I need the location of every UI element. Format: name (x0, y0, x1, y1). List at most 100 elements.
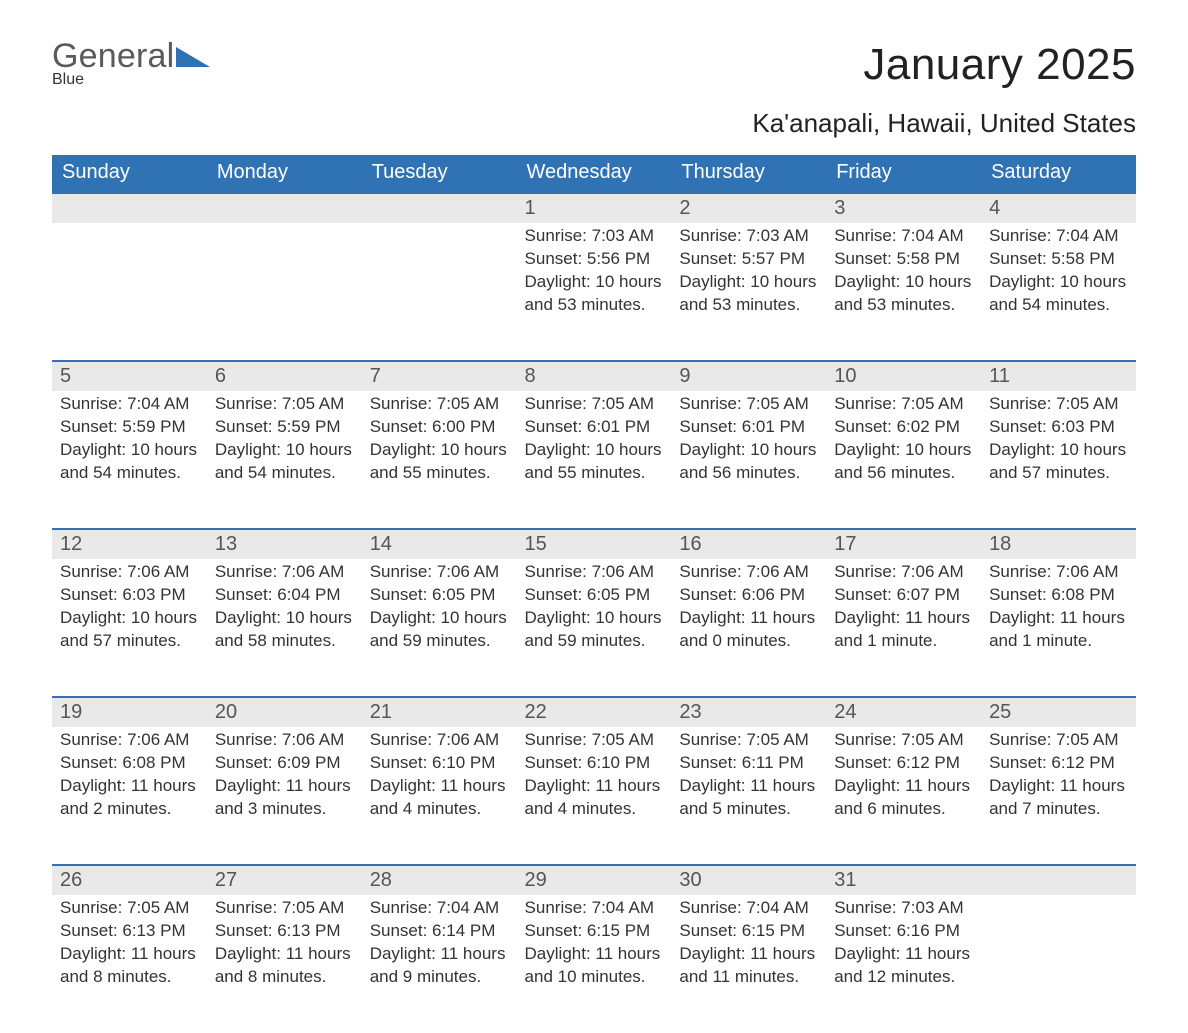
calendar-table: SundayMondayTuesdayWednesdayThursdayFrid… (52, 155, 1136, 1033)
day-data: Sunrise: 7:06 AMSunset: 6:04 PMDaylight:… (207, 559, 362, 667)
day-sr: Sunrise: 7:05 AM (834, 393, 973, 416)
week-number-row: 19202122232425 (52, 697, 1136, 727)
day-data: Sunrise: 7:06 AMSunset: 6:10 PMDaylight:… (362, 727, 517, 835)
day-d1: Daylight: 11 hours (525, 775, 664, 798)
day-ss: Sunset: 5:59 PM (215, 416, 354, 439)
day-ss: Sunset: 6:03 PM (989, 416, 1128, 439)
day-number-cell (362, 193, 517, 223)
day-data-cell: Sunrise: 7:05 AMSunset: 6:11 PMDaylight:… (671, 727, 826, 865)
day-sr: Sunrise: 7:05 AM (215, 393, 354, 416)
day-data: Sunrise: 7:04 AMSunset: 5:58 PMDaylight:… (981, 223, 1136, 331)
day-d1: Daylight: 10 hours (370, 607, 509, 630)
day-data-cell: Sunrise: 7:05 AMSunset: 6:10 PMDaylight:… (517, 727, 672, 865)
day-data: Sunrise: 7:05 AMSunset: 6:11 PMDaylight:… (671, 727, 826, 835)
day-number: 11 (981, 362, 1136, 391)
day-d1: Daylight: 10 hours (679, 271, 818, 294)
day-ss: Sunset: 6:03 PM (60, 584, 199, 607)
day-number-cell: 10 (826, 361, 981, 391)
day-d1: Daylight: 11 hours (834, 607, 973, 630)
day-d1: Daylight: 11 hours (834, 943, 973, 966)
day-d2: and 7 minutes. (989, 798, 1128, 821)
day-data: Sunrise: 7:04 AMSunset: 5:59 PMDaylight:… (52, 391, 207, 499)
day-data-cell: Sunrise: 7:06 AMSunset: 6:09 PMDaylight:… (207, 727, 362, 865)
day-number-cell: 8 (517, 361, 672, 391)
day-data: Sunrise: 7:05 AMSunset: 6:12 PMDaylight:… (981, 727, 1136, 835)
day-d2: and 11 minutes. (679, 966, 818, 989)
day-number-cell: 26 (52, 865, 207, 895)
day-d2: and 2 minutes. (60, 798, 199, 821)
day-d2: and 53 minutes. (525, 294, 664, 317)
day-data-cell: Sunrise: 7:06 AMSunset: 6:04 PMDaylight:… (207, 559, 362, 697)
day-sr: Sunrise: 7:05 AM (989, 729, 1128, 752)
day-ss: Sunset: 6:01 PM (525, 416, 664, 439)
day-data-cell: Sunrise: 7:06 AMSunset: 6:03 PMDaylight:… (52, 559, 207, 697)
day-sr: Sunrise: 7:06 AM (370, 561, 509, 584)
day-number: 5 (52, 362, 207, 391)
day-sr: Sunrise: 7:06 AM (525, 561, 664, 584)
day-data: Sunrise: 7:05 AMSunset: 6:13 PMDaylight:… (207, 895, 362, 1003)
day-d1: Daylight: 11 hours (60, 943, 199, 966)
day-d1: Daylight: 10 hours (679, 439, 818, 462)
day-ss: Sunset: 6:15 PM (679, 920, 818, 943)
day-number-cell: 7 (362, 361, 517, 391)
day-ss: Sunset: 6:14 PM (370, 920, 509, 943)
day-number-cell: 21 (362, 697, 517, 727)
week-data-row: Sunrise: 7:04 AMSunset: 5:59 PMDaylight:… (52, 391, 1136, 529)
day-data: Sunrise: 7:06 AMSunset: 6:05 PMDaylight:… (362, 559, 517, 667)
day-sr: Sunrise: 7:04 AM (60, 393, 199, 416)
day-sr: Sunrise: 7:05 AM (989, 393, 1128, 416)
day-data: Sunrise: 7:05 AMSunset: 6:03 PMDaylight:… (981, 391, 1136, 499)
day-ss: Sunset: 5:59 PM (60, 416, 199, 439)
day-ss: Sunset: 5:57 PM (679, 248, 818, 271)
day-d1: Daylight: 10 hours (370, 439, 509, 462)
week-data-row: Sunrise: 7:05 AMSunset: 6:13 PMDaylight:… (52, 895, 1136, 1033)
day-d1: Daylight: 11 hours (370, 943, 509, 966)
day-number-cell (207, 193, 362, 223)
day-sr: Sunrise: 7:05 AM (370, 393, 509, 416)
week-data-row: Sunrise: 7:06 AMSunset: 6:08 PMDaylight:… (52, 727, 1136, 865)
weekday-header-row: SundayMondayTuesdayWednesdayThursdayFrid… (52, 155, 1136, 193)
day-number: 27 (207, 866, 362, 895)
week-number-row: 262728293031 (52, 865, 1136, 895)
day-number-cell: 27 (207, 865, 362, 895)
day-data: Sunrise: 7:06 AMSunset: 6:07 PMDaylight:… (826, 559, 981, 667)
day-ss: Sunset: 6:05 PM (370, 584, 509, 607)
day-number: 25 (981, 698, 1136, 727)
week-number-row: 1234 (52, 193, 1136, 223)
day-d1: Daylight: 11 hours (834, 775, 973, 798)
weekday-header: Saturday (981, 155, 1136, 193)
day-d2: and 6 minutes. (834, 798, 973, 821)
day-data-cell: Sunrise: 7:04 AMSunset: 6:14 PMDaylight:… (362, 895, 517, 1033)
day-number: 16 (671, 530, 826, 559)
day-data: Sunrise: 7:05 AMSunset: 6:10 PMDaylight:… (517, 727, 672, 835)
day-d2: and 12 minutes. (834, 966, 973, 989)
day-d2: and 0 minutes. (679, 630, 818, 653)
day-data-cell: Sunrise: 7:03 AMSunset: 6:16 PMDaylight:… (826, 895, 981, 1033)
day-sr: Sunrise: 7:04 AM (679, 897, 818, 920)
day-data-cell: Sunrise: 7:06 AMSunset: 6:06 PMDaylight:… (671, 559, 826, 697)
day-ss: Sunset: 6:12 PM (834, 752, 973, 775)
day-number: 26 (52, 866, 207, 895)
weekday-header: Thursday (671, 155, 826, 193)
day-number-cell: 30 (671, 865, 826, 895)
day-data-cell (52, 223, 207, 361)
day-data-cell: Sunrise: 7:06 AMSunset: 6:07 PMDaylight:… (826, 559, 981, 697)
day-data-cell: Sunrise: 7:06 AMSunset: 6:08 PMDaylight:… (981, 559, 1136, 697)
day-sr: Sunrise: 7:05 AM (834, 729, 973, 752)
day-data-cell: Sunrise: 7:06 AMSunset: 6:05 PMDaylight:… (517, 559, 672, 697)
day-number-cell: 31 (826, 865, 981, 895)
day-data: Sunrise: 7:03 AMSunset: 6:16 PMDaylight:… (826, 895, 981, 1003)
day-number-cell: 14 (362, 529, 517, 559)
day-data-cell (981, 895, 1136, 1033)
day-number: 10 (826, 362, 981, 391)
day-sr: Sunrise: 7:04 AM (834, 225, 973, 248)
day-data: Sunrise: 7:06 AMSunset: 6:08 PMDaylight:… (981, 559, 1136, 667)
day-d2: and 53 minutes. (834, 294, 973, 317)
day-ss: Sunset: 6:10 PM (370, 752, 509, 775)
day-d2: and 55 minutes. (525, 462, 664, 485)
logo: General Blue (52, 40, 206, 87)
day-number: 29 (517, 866, 672, 895)
day-data: Sunrise: 7:03 AMSunset: 5:56 PMDaylight:… (517, 223, 672, 331)
day-sr: Sunrise: 7:03 AM (525, 225, 664, 248)
day-sr: Sunrise: 7:06 AM (60, 729, 199, 752)
